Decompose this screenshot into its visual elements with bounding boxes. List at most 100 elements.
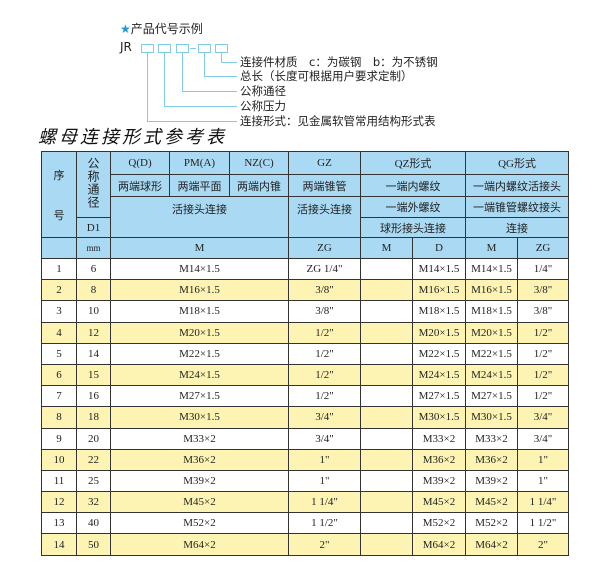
diameter-cell: 40 xyxy=(76,512,111,535)
qz-d-cell: M22×1.5 xyxy=(411,342,467,365)
qg-zg-cell: 1/2" xyxy=(517,321,570,344)
diameter-cell: 16 xyxy=(76,385,111,408)
diameter-cell: 15 xyxy=(76,363,111,387)
product-code-legend: ★产品代号示例 JR xyxy=(0,0,600,130)
qz-d-cell: M14×1.5 xyxy=(411,257,467,281)
diameter-cell: 20 xyxy=(76,427,111,450)
table-row: 11 25 M39×2 1" M39×2 M39×2 1" xyxy=(41,469,570,493)
col-qg: QG形式 xyxy=(465,151,570,175)
thread-m-cell: M39×2 xyxy=(110,469,289,493)
table-row: 5 14 M22×1.5 1/2" M22×1.5 M22×1.5 1/2" xyxy=(41,342,570,365)
thread-m-cell: M52×2 xyxy=(110,512,289,535)
seq-cell: 10 xyxy=(41,448,77,471)
table-row: 2 8 M16×1.5 3/8" M16×1.5 M16×1.5 3/8" xyxy=(41,279,570,302)
qz-m-cell xyxy=(360,257,413,281)
gz-zg-cell: 3/8" xyxy=(288,279,361,302)
qg-zg-cell: 1/2" xyxy=(517,342,570,365)
diameter-cell: 50 xyxy=(76,533,111,556)
qg-zg-cell: 3/8" xyxy=(517,300,570,323)
qg-m-cell: M64×2 xyxy=(465,533,519,556)
sub-qg-zg: ZG xyxy=(517,237,570,259)
seq-header-bottom: 号 xyxy=(53,209,65,222)
thread-m-cell: M20×1.5 xyxy=(110,321,289,344)
table-row: 7 16 M27×1.5 1/2" M27×1.5 M27×1.5 1/2" xyxy=(41,385,570,408)
col-nz: NZ(C) xyxy=(229,151,289,175)
seq-header: 序号 xyxy=(41,151,77,238)
legend-length: 总长（长度可根据用户要求定制） xyxy=(240,69,413,83)
qg-zg-cell: 1 1/2" xyxy=(517,512,570,535)
qz-d-cell: M33×2 xyxy=(411,427,467,450)
legend-connection: 连接形式：见金属软管常用结构形式表 xyxy=(240,114,436,128)
seq-cell: 2 xyxy=(41,279,77,302)
nominal-header: 公称通径 xyxy=(76,151,111,218)
seq-cell: 7 xyxy=(41,385,77,408)
gz-zg-cell: 3/8" xyxy=(288,300,361,323)
sub-m: M xyxy=(110,237,289,259)
qz-m-cell xyxy=(360,406,413,429)
qg-desc: 一端内螺纹活接头 xyxy=(465,174,570,197)
gz-zg-cell: 1/2" xyxy=(288,321,361,344)
col-q: Q(D) xyxy=(110,151,170,175)
table-row: 10 22 M36×2 1" M36×2 M36×2 1" xyxy=(41,448,570,471)
diameter-cell: 14 xyxy=(76,342,111,365)
qz-d-cell: M20×1.5 xyxy=(411,321,467,344)
qg-m-cell: M45×2 xyxy=(465,491,519,514)
diameter-cell: 22 xyxy=(76,448,111,471)
qz-m-cell xyxy=(360,279,413,302)
gz-zg-cell: 2" xyxy=(288,533,361,556)
col-qz: QZ形式 xyxy=(359,151,467,175)
gz-zg-cell: 3/4" xyxy=(288,427,361,450)
table-title: 螺母连接形式参考表 xyxy=(38,127,227,148)
union-connection: 活接头连接 xyxy=(110,196,289,238)
qz-m-cell xyxy=(360,300,413,323)
code-box xyxy=(198,44,211,53)
gz-zg-cell: 1" xyxy=(288,448,361,471)
nut-connection-table: 序号 公称通径 Q(D) PM(A) NZ(C) GZ QZ形式 QG形式 两端… xyxy=(41,151,570,556)
code-dash xyxy=(190,48,196,49)
qz-m-cell xyxy=(360,342,413,365)
diameter-cell: 12 xyxy=(76,321,111,344)
col-gz: GZ xyxy=(288,151,361,175)
qg-zg-cell: 1/4" xyxy=(517,257,570,281)
table-row: 4 12 M20×1.5 1/2" M20×1.5 M20×1.5 1/2" xyxy=(41,321,570,344)
code-box xyxy=(215,44,228,53)
seq-cell: 4 xyxy=(41,321,77,344)
code-box xyxy=(176,44,189,53)
seq-cell: 8 xyxy=(41,406,77,429)
q-desc: 两端球形 xyxy=(110,174,170,197)
seq-cell: 1 xyxy=(41,257,77,281)
table-row: 14 50 M64×2 2" M64×2 M64×2 2" xyxy=(41,533,570,556)
qz-d-cell: M39×2 xyxy=(411,469,467,493)
thread-m-cell: M14×1.5 xyxy=(110,257,289,281)
qz-d-cell: M18×1.5 xyxy=(411,300,467,323)
qz-d-cell: M52×2 xyxy=(411,512,467,535)
table-row: 12 32 M45×2 1 1/4" M45×2 M45×2 1 1/4" xyxy=(41,491,570,514)
legend-pressure: 公称压力 xyxy=(240,99,286,113)
gz-zg-cell: 1 1/2" xyxy=(288,512,361,535)
gz-zg-cell: 1/2" xyxy=(288,342,361,365)
qg-zg-cell: 3/4" xyxy=(517,427,570,450)
nominal-header-text: 公称通径 xyxy=(86,157,100,209)
qg-zg-cell: 1/2" xyxy=(517,385,570,408)
qz-desc3: 球形接头连接 xyxy=(359,217,467,238)
qz-d-cell: M45×2 xyxy=(411,491,467,514)
seq-header-top: 序 xyxy=(53,169,65,182)
thread-m-cell: M18×1.5 xyxy=(110,300,289,323)
qz-d-cell: M24×1.5 xyxy=(411,363,467,387)
qz-d-cell: M36×2 xyxy=(411,448,467,471)
gz-zg-cell: ZG 1/4" xyxy=(288,257,361,281)
thread-m-cell: M27×1.5 xyxy=(110,385,289,408)
sub-qz-d: D xyxy=(411,237,467,259)
qg-m-cell: M39×2 xyxy=(465,469,519,493)
table-row: 8 18 M30×1.5 3/4" M30×1.5 M30×1.5 3/4" xyxy=(41,406,570,429)
gz-zg-cell: 1 1/4" xyxy=(288,491,361,514)
d1-header: D1 xyxy=(76,217,111,238)
qg-m-cell: M33×2 xyxy=(465,427,519,450)
diameter-cell: 6 xyxy=(76,257,111,281)
gz-connection: 活接头连接 xyxy=(288,196,361,238)
seq-cell: 5 xyxy=(41,342,77,365)
seq-cell: 14 xyxy=(41,533,77,556)
legend-title-text: 产品代号示例 xyxy=(130,22,203,36)
qz-m-cell xyxy=(360,491,413,514)
gz-zg-cell: 3/4" xyxy=(288,406,361,429)
